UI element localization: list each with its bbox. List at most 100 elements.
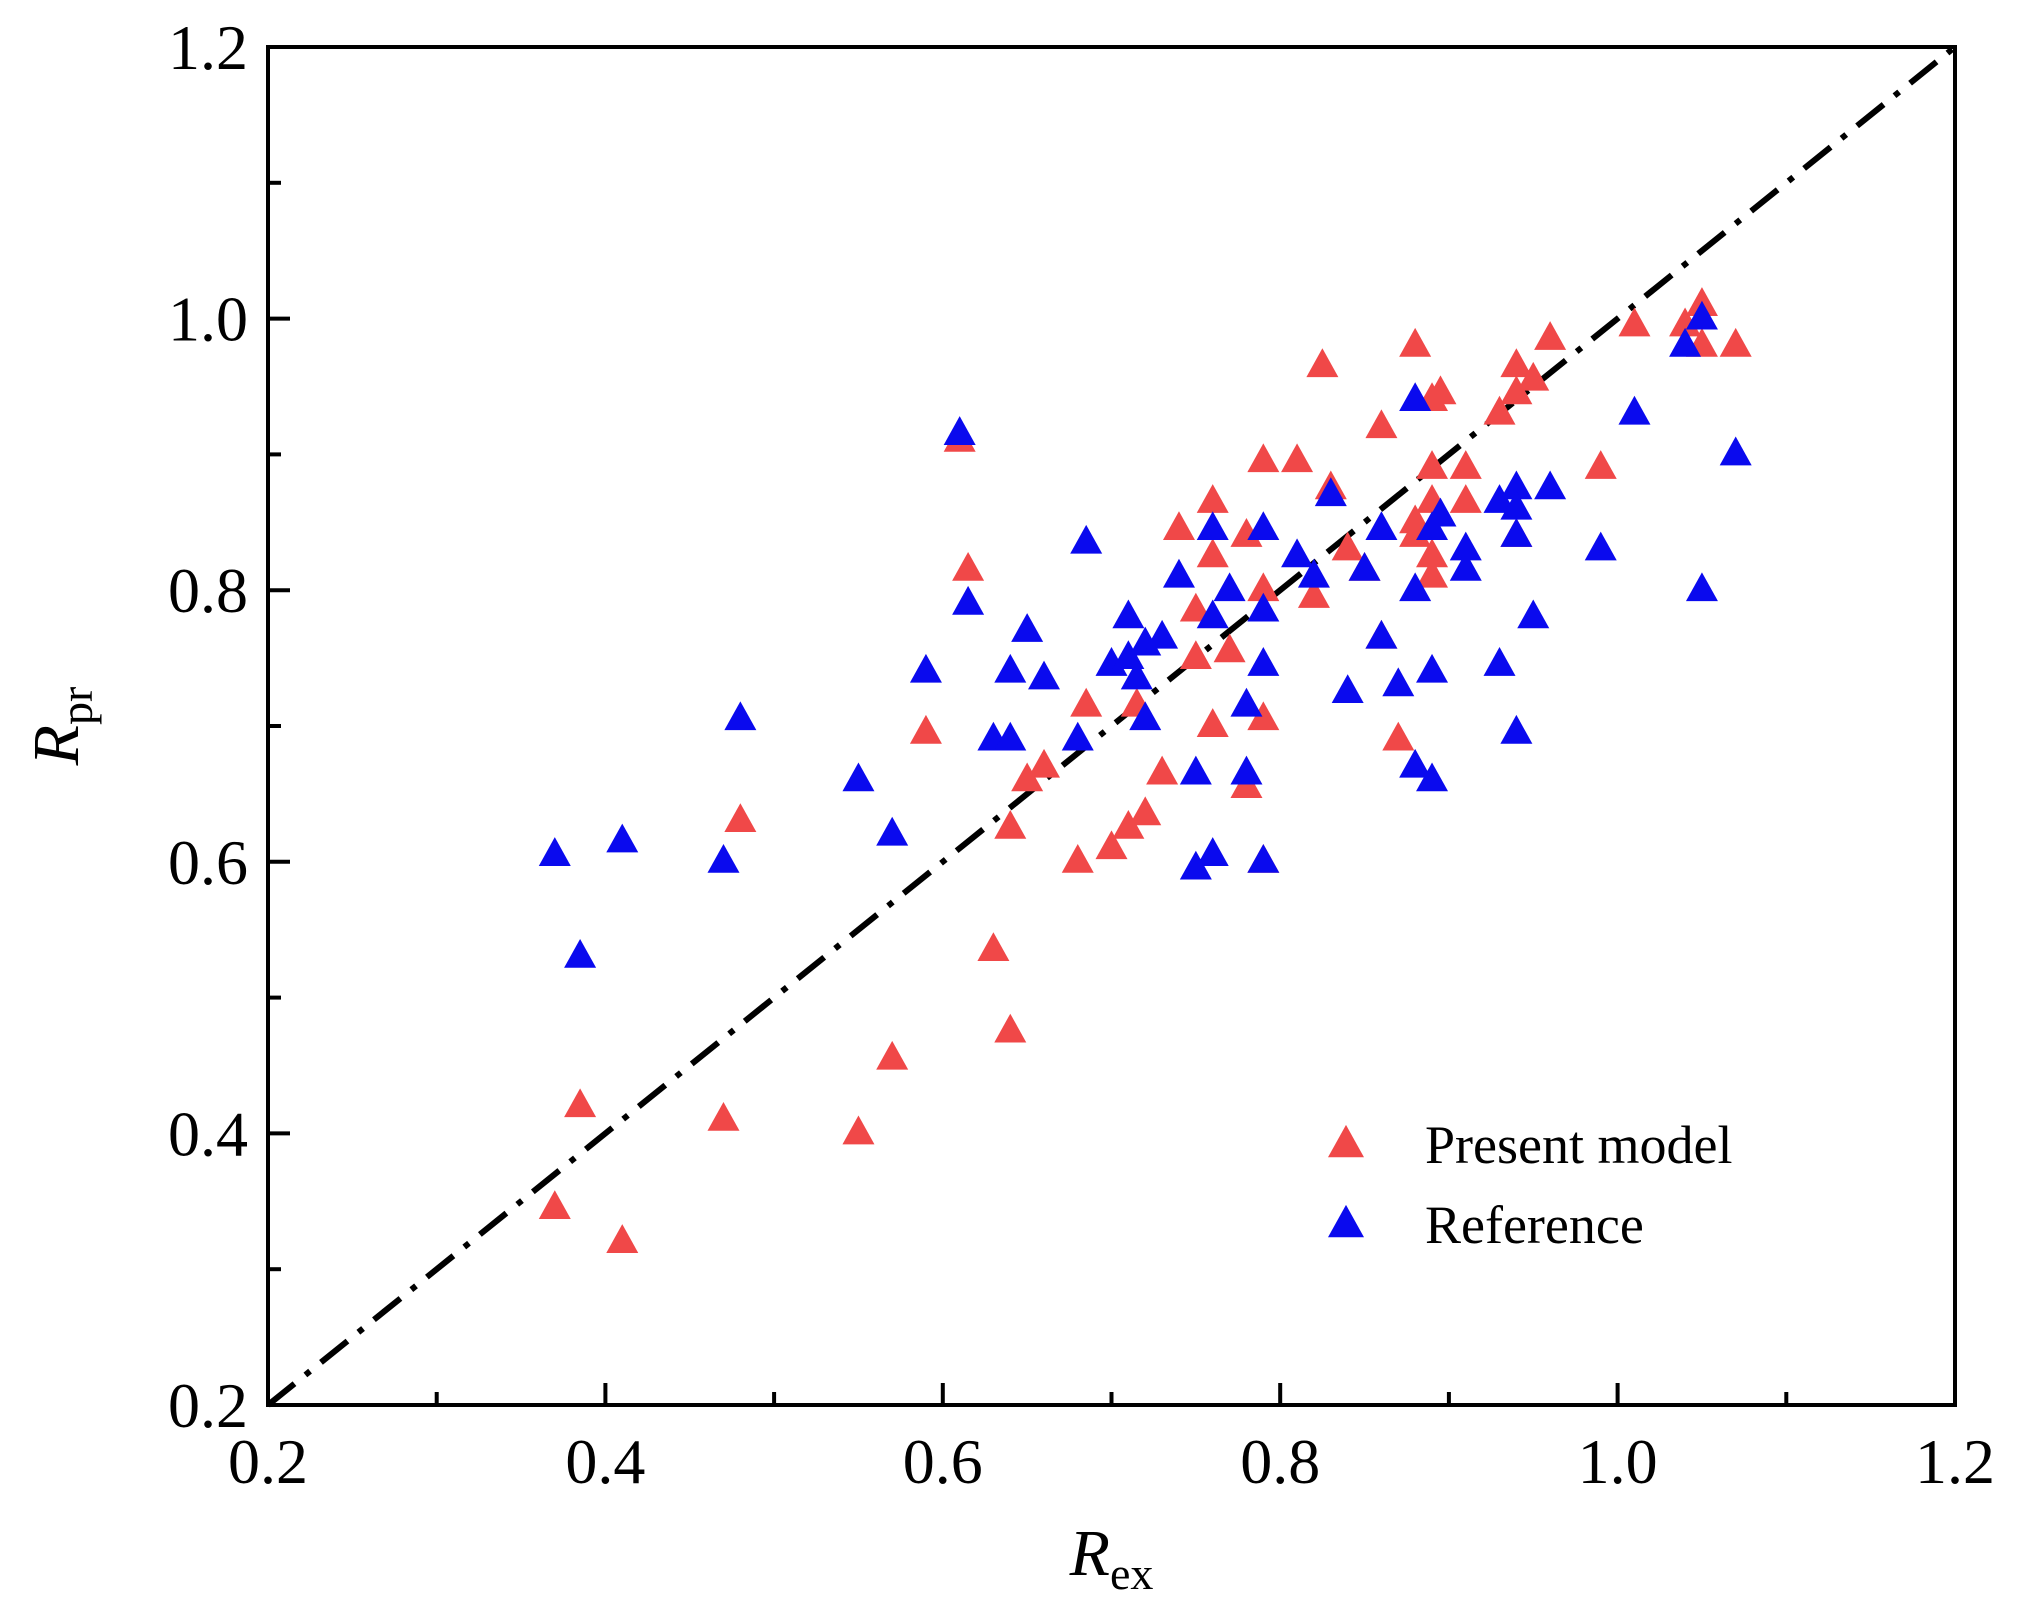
point-reference (1247, 647, 1280, 676)
point-reference (1424, 497, 1457, 527)
point-present-model (1424, 375, 1457, 405)
point-present-model (1534, 321, 1567, 350)
x-tick-label: 1.0 (1578, 1426, 1658, 1497)
x-tick-label: 1.2 (1915, 1426, 1995, 1497)
point-reference (994, 721, 1027, 751)
x-axis-label-main: R (1069, 1517, 1110, 1590)
point-present-model (1483, 395, 1516, 425)
point-present-model (1196, 708, 1229, 737)
point-present-model (1500, 348, 1533, 378)
legend-label-reference: Reference (1425, 1195, 1644, 1255)
point-present-model (1416, 450, 1449, 479)
point-reference (1348, 551, 1381, 581)
legend-marker-present-model (1328, 1124, 1364, 1158)
x-tick-label: 0.4 (565, 1426, 645, 1497)
point-reference (952, 585, 985, 615)
point-reference (876, 816, 909, 846)
series-present-model (538, 287, 1752, 1253)
y-tick-label: 0.6 (168, 827, 248, 898)
point-reference (1162, 558, 1195, 588)
point-reference (1719, 436, 1752, 466)
point-reference (1230, 755, 1263, 785)
x-tick-label: 0.6 (903, 1426, 983, 1497)
point-present-model (1331, 531, 1364, 561)
point-reference (1500, 714, 1533, 744)
point-present-model (1213, 633, 1246, 663)
point-reference (1416, 762, 1449, 792)
point-present-model (977, 932, 1010, 962)
point-present-model (538, 1190, 571, 1220)
point-present-model (564, 1088, 597, 1118)
data-points (538, 287, 1752, 1253)
y-axis-label: Rpr (20, 687, 102, 767)
point-reference (943, 416, 976, 445)
point-present-model (1146, 755, 1179, 785)
plot-area-frame (266, 45, 1957, 1407)
point-present-model (1129, 796, 1162, 826)
point-present-model (1061, 843, 1094, 873)
point-reference (1179, 850, 1212, 880)
point-reference (1483, 647, 1516, 676)
point-reference (1070, 524, 1103, 554)
point-reference (994, 653, 1027, 683)
point-present-model (1416, 558, 1449, 588)
point-present-model (1247, 572, 1280, 602)
x-tick-labels: 0.2 0.4 0.6 0.8 1.0 1.2 (228, 1426, 1995, 1497)
point-reference (1584, 531, 1617, 561)
legend-marker-reference (1328, 1204, 1364, 1238)
point-present-model (1028, 748, 1061, 778)
point-reference (1500, 490, 1533, 520)
point-reference (1314, 477, 1347, 507)
y-tick-label: 1.2 (168, 12, 248, 83)
point-reference (1382, 667, 1415, 697)
point-present-model (994, 809, 1027, 839)
y-tick-label: 0.4 (168, 1098, 248, 1169)
point-reference (1196, 511, 1229, 541)
point-present-model (1247, 443, 1280, 473)
point-reference (1449, 531, 1482, 561)
point-present-model (1011, 762, 1044, 792)
point-present-model (1112, 809, 1145, 839)
point-reference (1399, 382, 1432, 412)
point-present-model (1095, 830, 1128, 860)
point-present-model (876, 1040, 909, 1070)
point-present-model (1179, 640, 1212, 670)
point-reference (1247, 843, 1280, 873)
point-reference (1196, 837, 1229, 866)
point-present-model (952, 551, 985, 581)
point-present-model (1196, 538, 1229, 568)
point-reference (1669, 327, 1702, 357)
point-present-model (1449, 450, 1482, 479)
point-reference (1230, 687, 1263, 717)
point-reference (1028, 660, 1061, 690)
point-reference (1331, 674, 1364, 703)
point-present-model (1365, 409, 1398, 439)
point-reference (1179, 755, 1212, 785)
point-reference (1146, 619, 1179, 649)
point-present-model (1500, 375, 1533, 405)
y-axis-label-subscript: pr (51, 687, 102, 725)
point-present-model (994, 1013, 1027, 1043)
point-reference (1281, 538, 1314, 568)
point-reference (1247, 511, 1280, 541)
point-reference (1399, 572, 1432, 602)
point-present-model (1306, 348, 1339, 378)
point-reference (1517, 599, 1550, 629)
point-reference (1011, 613, 1044, 642)
point-present-model (1416, 538, 1449, 568)
point-present-model (1517, 361, 1550, 391)
point-present-model (1281, 443, 1314, 473)
point-reference (1685, 300, 1718, 330)
point-present-model (1449, 484, 1482, 513)
point-reference (1483, 484, 1516, 513)
reference-line-layer (266, 44, 1957, 1408)
point-reference (1416, 653, 1449, 683)
point-reference (1500, 518, 1533, 547)
point-present-model (1196, 484, 1229, 513)
x-axis-label: Rex (1069, 1517, 1154, 1599)
point-reference (1500, 470, 1533, 500)
point-reference (1061, 721, 1094, 751)
minor-ticks (268, 180, 1789, 1405)
point-reference (909, 653, 942, 683)
